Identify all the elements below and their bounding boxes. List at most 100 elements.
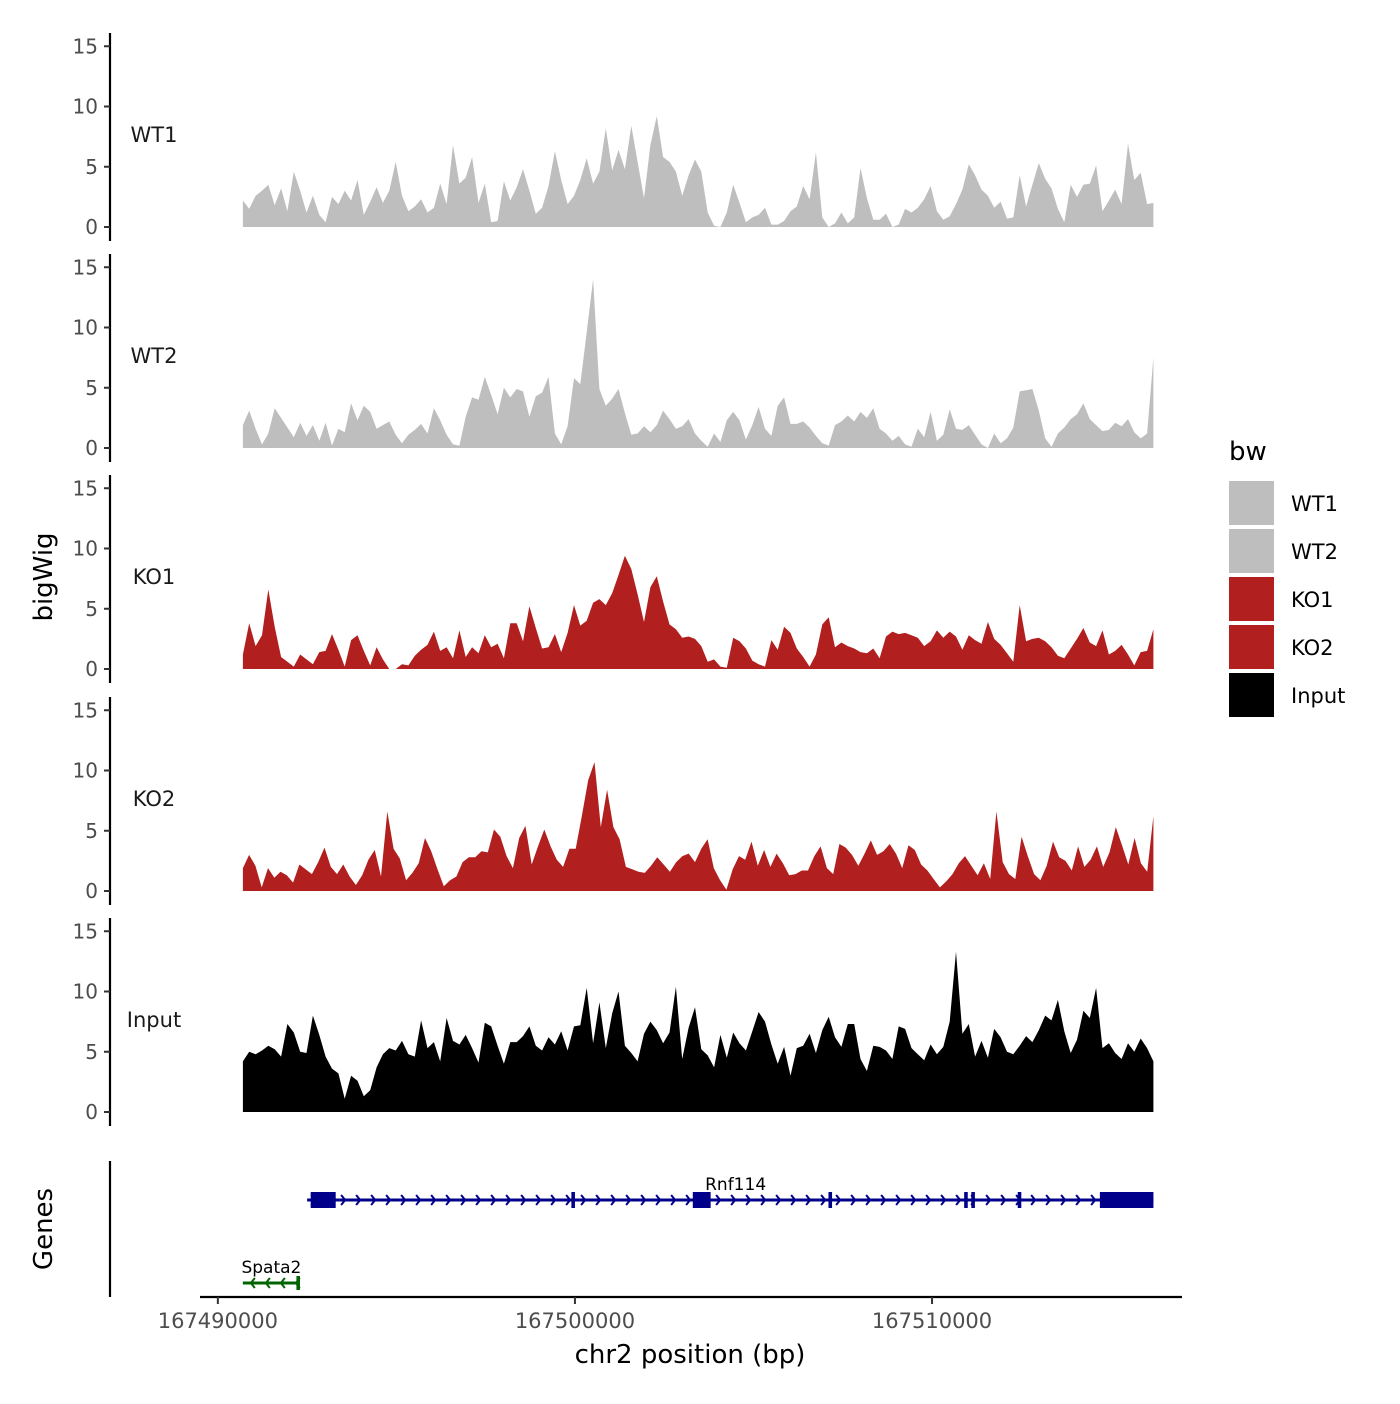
strand-arrow <box>355 1194 362 1206</box>
strand-arrow <box>430 1194 437 1206</box>
x-axis-label: chr2 position (bp) <box>575 1340 806 1370</box>
strand-arrow <box>955 1194 962 1206</box>
strand-arrow <box>385 1194 392 1206</box>
gene-exon <box>828 1192 833 1208</box>
strand-arrow <box>595 1194 602 1206</box>
strand-arrow <box>625 1194 632 1206</box>
strand-arrow <box>415 1194 422 1206</box>
strand-arrow <box>264 1277 271 1289</box>
legend: bw WT1 WT2 KO1 KO2 Input <box>1229 437 1345 717</box>
strand-arrow <box>279 1277 286 1289</box>
legend-swatch-wt1 <box>1229 481 1274 525</box>
strand-arrow <box>249 1277 256 1289</box>
strand-arrow <box>1075 1194 1082 1206</box>
strand-arrow <box>685 1194 692 1206</box>
gene-spata2: Spata2 <box>241 1258 301 1290</box>
strand-arrow <box>565 1194 572 1206</box>
strand-arrow <box>1060 1194 1067 1206</box>
strand-arrow <box>1030 1194 1037 1206</box>
x-axis: 167490000 167500000 167510000 <box>158 1295 1182 1333</box>
strand-arrow <box>880 1194 887 1206</box>
strand-arrow <box>550 1194 557 1206</box>
genes-axis-label: Genes <box>29 1188 59 1270</box>
y-tick-label: 5 <box>85 155 98 179</box>
strand-arrow <box>370 1194 377 1206</box>
strand-arrow <box>925 1194 932 1206</box>
x-tick-label: 167490000 <box>158 1309 278 1333</box>
track-input: 0 5 10 15 Input <box>73 918 1154 1126</box>
track-wt2: 0 5 10 15 WT2 <box>73 254 1154 462</box>
legend-swatch-input <box>1229 673 1274 717</box>
track-label: WT1 <box>131 123 178 147</box>
signal-area-ko1 <box>242 555 1154 669</box>
y-tick-label: 10 <box>73 537 98 561</box>
gene-label: Spata2 <box>241 1258 301 1278</box>
gene-exon <box>571 1192 575 1208</box>
strand-arrow <box>1045 1194 1052 1206</box>
gene-exon <box>296 1276 300 1290</box>
y-tick-label: 15 <box>73 698 98 722</box>
y-tick-label: 5 <box>85 376 98 400</box>
y-tick-label: 0 <box>85 657 98 681</box>
gene-exon <box>692 1192 711 1208</box>
track-label: KO2 <box>133 787 176 811</box>
strand-arrow <box>715 1194 722 1206</box>
strand-arrow <box>460 1194 467 1206</box>
y-tick-label: 0 <box>85 215 98 239</box>
track-wt1: 0 5 10 15 WT1 <box>73 33 1154 241</box>
strand-arrow <box>820 1194 827 1206</box>
legend-title: bw <box>1229 437 1267 467</box>
y-tick-label: 15 <box>73 34 98 58</box>
strand-arrow <box>400 1194 407 1206</box>
gene-track: Rnf114 Spata2 <box>108 1161 1154 1297</box>
strand-arrow <box>775 1194 782 1206</box>
strand-arrow <box>520 1194 527 1206</box>
gene-exon <box>1017 1192 1022 1208</box>
strand-arrow <box>445 1194 452 1206</box>
y-tick-label: 10 <box>73 95 98 119</box>
y-axis-label: bigWig <box>29 532 59 621</box>
y-tick-label: 0 <box>85 1100 98 1124</box>
x-tick-label: 167500000 <box>515 1309 635 1333</box>
y-tick-label: 0 <box>85 436 98 460</box>
strand-arrow <box>835 1194 842 1206</box>
strand-arrow <box>790 1194 797 1206</box>
signal-area-ko2 <box>242 762 1154 891</box>
signal-tracks: 0 5 10 15 WT1 0 5 10 15 WT2 0 5 10 15 KO1 0 5 10 15 KO2 0 5 10… <box>73 33 1154 1126</box>
strand-arrow <box>850 1194 857 1206</box>
track-label: WT2 <box>131 344 178 368</box>
strand-arrow <box>505 1194 512 1206</box>
y-tick-label: 5 <box>85 1040 98 1064</box>
gene-exon <box>1099 1192 1154 1208</box>
strand-arrow <box>640 1194 647 1206</box>
strand-arrow <box>940 1194 947 1206</box>
signal-area-input <box>242 951 1154 1112</box>
legend-label-wt2: WT2 <box>1291 540 1338 564</box>
strand-arrow <box>670 1194 677 1206</box>
gene-exon <box>964 1192 968 1208</box>
strand-arrow <box>655 1194 662 1206</box>
x-tick-label: 167510000 <box>872 1309 992 1333</box>
legend-swatch-ko1 <box>1229 577 1274 621</box>
track-label: KO1 <box>133 565 176 589</box>
legend-label-ko1: KO1 <box>1291 588 1334 612</box>
strand-arrow <box>580 1194 587 1206</box>
strand-arrow <box>745 1194 752 1206</box>
strand-arrow <box>535 1194 542 1206</box>
y-tick-label: 10 <box>73 980 98 1004</box>
gene-exon <box>310 1192 336 1208</box>
y-tick-label: 5 <box>85 597 98 621</box>
y-tick-label: 5 <box>85 819 98 843</box>
strand-arrow <box>730 1194 737 1206</box>
legend-label-input: Input <box>1291 684 1345 708</box>
y-tick-label: 15 <box>73 476 98 500</box>
y-tick-label: 10 <box>73 759 98 783</box>
track-label: Input <box>127 1008 181 1032</box>
gene-exon <box>971 1192 975 1208</box>
signal-area-wt1 <box>242 116 1154 227</box>
y-tick-label: 0 <box>85 879 98 903</box>
strand-arrow <box>895 1194 902 1206</box>
gene-label: Rnf114 <box>705 1175 766 1195</box>
